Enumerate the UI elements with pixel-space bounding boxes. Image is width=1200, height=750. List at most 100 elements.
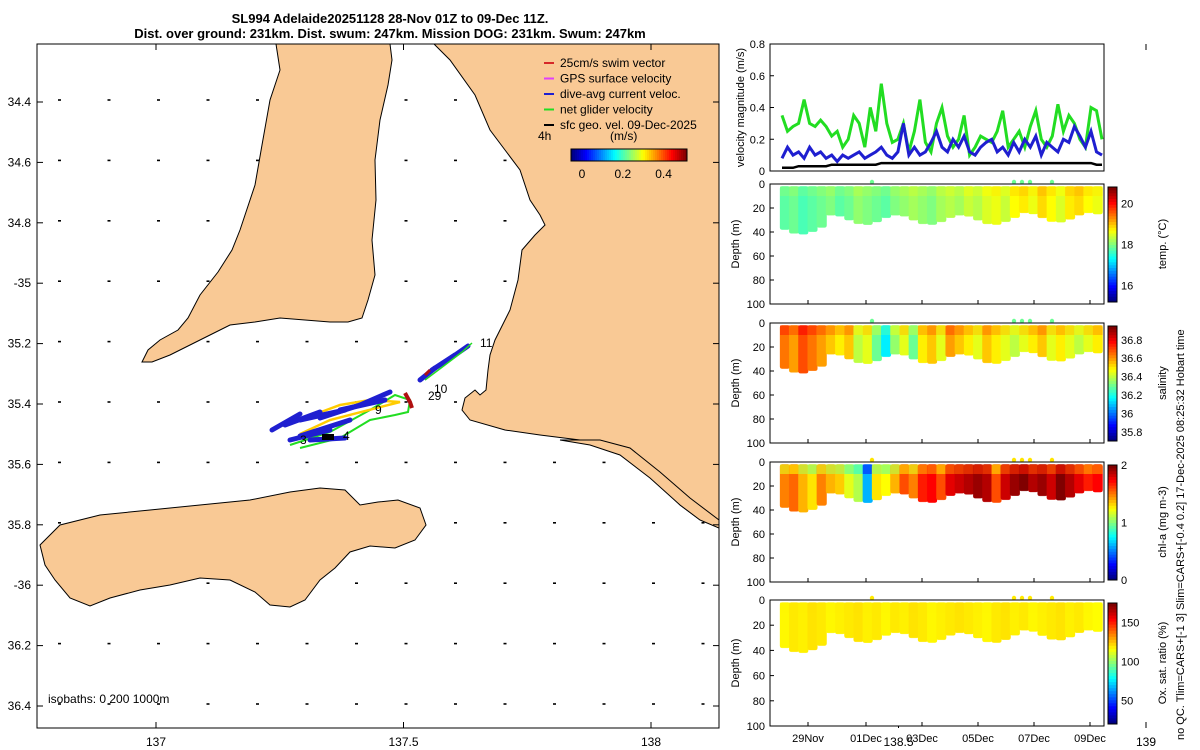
velocity-axes — [769, 43, 1105, 172]
heatmap-surface-cell — [1092, 186, 1103, 196]
heatmap-surface-cell — [973, 464, 983, 474]
heatmap-surface-cell — [899, 464, 910, 474]
colorbar-tick-label: 100 — [1121, 657, 1139, 669]
colorbar-cell — [1108, 678, 1117, 683]
lat-tick-label: 35.6 — [8, 457, 32, 471]
colorbar-cell — [683, 149, 686, 161]
heatmap-surface-cell — [862, 464, 873, 474]
colorbar-cell — [607, 149, 610, 161]
heatmap-surface-cell — [1019, 602, 1029, 613]
colorbar-cell — [1108, 675, 1117, 680]
heatmap-surface-cell — [780, 186, 790, 196]
heatmap-surface-cell — [936, 464, 947, 474]
lon-tick-label: 139 — [1136, 735, 1156, 749]
colorbar-cell — [685, 149, 688, 161]
colorbar-tick-label: 150 — [1121, 618, 1139, 630]
colorbar-cell — [1108, 669, 1117, 673]
colorbar-cell — [1108, 279, 1117, 283]
colorbar-cell — [1108, 718, 1117, 722]
colorbar-cell — [1108, 264, 1117, 268]
heatmap-surface-cell — [881, 602, 891, 613]
colorbar-cell — [637, 149, 640, 161]
heatmap-surface-cell — [1065, 325, 1075, 335]
surface-dot — [1049, 179, 1055, 185]
colorbar-cell — [1108, 192, 1117, 197]
title-line-2: Dist. over ground: 231km. Dist. swum: 24… — [134, 26, 646, 41]
lon-tick-label: 138.5 — [883, 735, 913, 749]
colorbar-frame — [1107, 464, 1118, 581]
colorbar-cell — [1108, 660, 1117, 664]
heatmap-surface-cell — [1010, 602, 1020, 613]
heatmap-surface-cell — [1028, 325, 1039, 335]
colorbar-cell — [1108, 522, 1117, 526]
heatmap-surface-cell — [964, 464, 974, 474]
track-label: 29 — [428, 389, 442, 403]
colorbar-cell — [1108, 187, 1117, 191]
heatmap-surface-cell — [1037, 325, 1048, 335]
legend-label: sfc geo. vel. 09-Dec-2025 — [560, 118, 697, 132]
heatmap-surface-cell — [1074, 464, 1085, 474]
heatmap-surface-cell — [1056, 325, 1066, 335]
colorbar-cell — [1108, 296, 1117, 300]
colorbar-cell — [1108, 482, 1117, 486]
colorbar-cell — [1108, 511, 1117, 515]
y-tick-label: 20 — [753, 481, 765, 493]
colorbar-cell — [1108, 648, 1117, 652]
heatmap-surface-cell — [982, 602, 993, 613]
surface-dot — [1027, 595, 1033, 601]
heatmap-surface-cell — [1037, 464, 1048, 474]
heatmap-surface-cell — [890, 325, 901, 335]
colorbar-tick-label: 18 — [1121, 240, 1133, 252]
heatmap-surface-cell — [1037, 602, 1048, 613]
colorbar-cell — [1108, 639, 1117, 643]
colorbar-cell — [1108, 663, 1117, 667]
y-tick-label: 100 — [747, 577, 765, 589]
colorbar-cell — [1108, 539, 1117, 544]
colorbar-cell — [1108, 281, 1117, 286]
colorbar-cell — [1108, 369, 1117, 373]
surface-dot — [1019, 179, 1025, 185]
colorbar-cell — [1108, 618, 1117, 622]
colorbar-cell — [1108, 224, 1117, 228]
colorbar-cell — [1108, 397, 1117, 402]
heatmap-surface-cell — [908, 186, 919, 196]
y-tick-label: 100 — [747, 438, 765, 450]
colorbar-cell — [627, 149, 630, 161]
time-tick-label: 29Nov — [792, 733, 824, 745]
heatmap-surface-cell — [945, 464, 956, 474]
time-tick-label: 05Dec — [962, 733, 994, 745]
colorbar-tick-label: 1 — [1121, 518, 1127, 530]
heatmap-surface-cell — [807, 602, 818, 613]
colorbar-cell — [1108, 627, 1117, 631]
heatmap-surface-cell — [1092, 464, 1103, 474]
colorbar-cell — [1108, 690, 1117, 695]
heatmap-surface-cell — [826, 464, 836, 474]
heatmap-surface-cell — [954, 325, 965, 335]
colorbar-cell — [1108, 238, 1117, 243]
y-tick-label: 80 — [753, 275, 765, 287]
lat-tick-label: 34.4 — [8, 95, 32, 109]
colorbar-cell — [1108, 603, 1117, 607]
colorbar-cell — [1108, 189, 1117, 194]
colorbar-tick-label: 16 — [1121, 281, 1133, 293]
colorbar-cell — [1108, 565, 1117, 569]
heatmap-surface-cell — [936, 602, 947, 613]
colorbar-cell — [1108, 354, 1117, 359]
y-tick-label: 60 — [753, 390, 765, 402]
heatmap-surface-cell — [798, 464, 809, 474]
legend-label: dive-avg current veloc. — [560, 87, 681, 101]
colorbar-cell — [1108, 195, 1117, 199]
heatmap-surface-cell — [1019, 186, 1029, 196]
colorbar-cell — [1108, 606, 1117, 610]
surface-dot — [1019, 595, 1025, 601]
y-tick-label: 0.6 — [750, 71, 765, 83]
colorbar-cell — [1108, 621, 1117, 625]
colorbar-cell — [1108, 435, 1117, 439]
colorbar-cell — [1108, 666, 1117, 670]
colorbar-cell — [603, 149, 606, 161]
heatmap-surface-cell — [1010, 325, 1020, 335]
colorbar-cell — [1108, 253, 1117, 257]
colorbar-cell — [1108, 256, 1117, 260]
